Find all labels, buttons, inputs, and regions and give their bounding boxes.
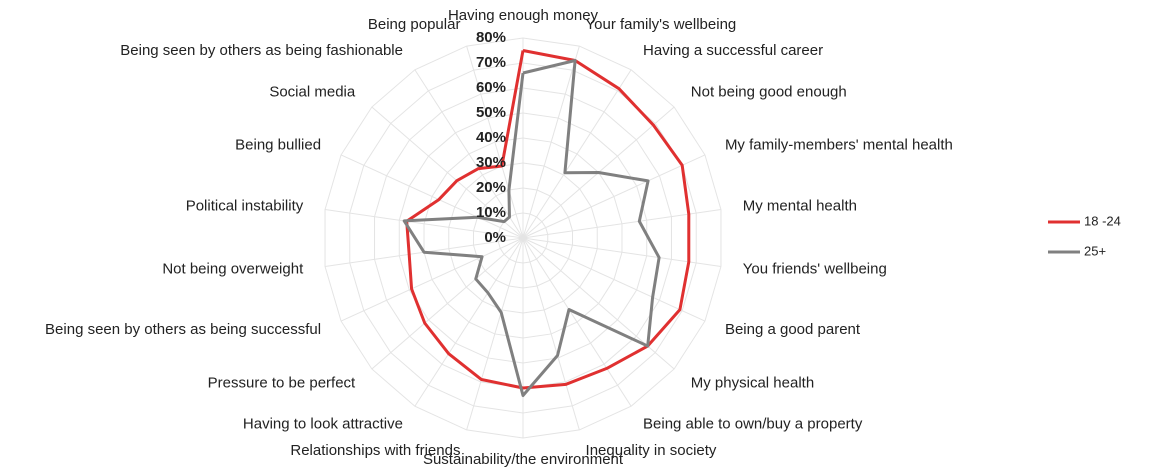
category-label: Relationships with friends	[290, 442, 460, 459]
category-label: Being able to own/buy a property	[643, 416, 863, 433]
spoke	[340, 237, 524, 322]
category-label: Social media	[269, 84, 356, 101]
r-tick-label: 80%	[476, 29, 506, 46]
category-label: Being bullied	[235, 137, 321, 154]
category-label: My mental health	[743, 197, 857, 214]
category-label: My physical health	[691, 374, 814, 391]
spoke	[466, 45, 524, 239]
r-tick-label: 70%	[476, 54, 506, 71]
spoke	[324, 209, 524, 239]
spoke	[522, 237, 580, 431]
category-label: You friends' wellbeing	[743, 261, 887, 278]
r-tick-label: 20%	[476, 179, 506, 196]
spoke	[414, 69, 524, 239]
series-line	[402, 58, 661, 397]
legend-label: 25+	[1084, 243, 1106, 258]
r-tick-label: 30%	[476, 154, 506, 171]
spoke	[522, 154, 706, 239]
spoke	[522, 69, 632, 239]
category-label: Being seen by others as being successful	[45, 321, 321, 338]
r-tick-label: 10%	[476, 204, 506, 221]
spoke	[522, 237, 706, 322]
category-label: Being popular	[368, 16, 461, 33]
spoke	[522, 45, 580, 239]
spoke	[522, 237, 632, 407]
category-label: Pressure to be perfect	[208, 374, 356, 391]
category-label: Not being overweight	[162, 261, 304, 278]
r-tick-label: 40%	[476, 129, 506, 146]
legend-label: 18 -24	[1084, 213, 1121, 228]
spoke	[522, 237, 675, 370]
spoke	[371, 237, 524, 370]
r-tick-label: 50%	[476, 104, 506, 121]
category-label: Having to look attractive	[243, 416, 403, 433]
category-label: Not being good enough	[691, 84, 847, 101]
category-label: Having a successful career	[643, 42, 823, 59]
r-tick-label: 60%	[476, 79, 506, 96]
spoke	[414, 237, 524, 407]
category-label: Being a good parent	[725, 321, 861, 338]
spoke	[466, 237, 524, 431]
r-tick-label: 0%	[484, 229, 506, 246]
spoke	[340, 154, 524, 239]
category-label: Being seen by others as being fashionabl…	[120, 42, 403, 59]
category-label: My family-members' mental health	[725, 137, 953, 154]
series-line	[405, 49, 691, 390]
category-label: Sustainability/the environment	[423, 451, 624, 468]
spoke	[371, 106, 524, 239]
category-label: Having enough money	[448, 7, 599, 24]
category-label: Inequality in society	[586, 442, 717, 459]
category-label: Your family's wellbeing	[586, 16, 737, 33]
category-label: Political instability	[186, 197, 304, 214]
